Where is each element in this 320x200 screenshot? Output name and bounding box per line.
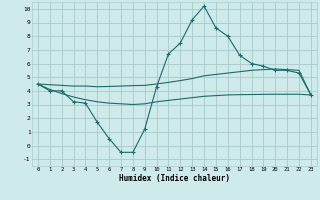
X-axis label: Humidex (Indice chaleur): Humidex (Indice chaleur) xyxy=(119,174,230,183)
